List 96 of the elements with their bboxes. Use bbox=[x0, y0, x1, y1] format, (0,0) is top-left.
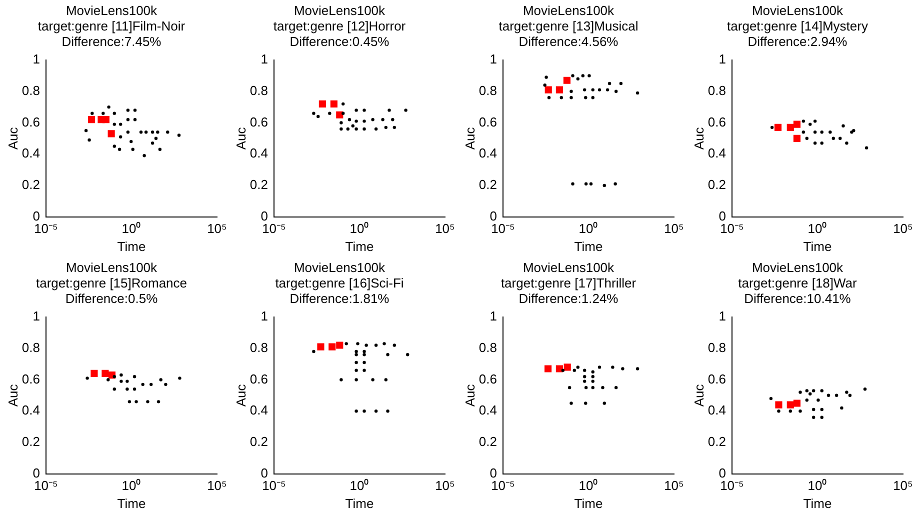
chart-title: MovieLens100k target:genre [15]Romance Difference:0.5% bbox=[36, 260, 188, 306]
y-tick-label: 0 bbox=[260, 208, 268, 224]
y-tick-label: 0.2 bbox=[22, 177, 40, 192]
y-axis-title: Auc bbox=[233, 126, 248, 150]
y-tick-label: 0.4 bbox=[708, 146, 726, 161]
chart-title: MovieLens100k target:genre [16]Sci-Fi Difference:1.81% bbox=[275, 260, 404, 306]
y-tick-label: 1 bbox=[260, 308, 268, 324]
y-tick-label: 0.6 bbox=[478, 371, 497, 386]
y-tick-label: 0.2 bbox=[250, 177, 268, 192]
y-axis-title: Auc bbox=[462, 126, 478, 150]
x-axis-title: Time bbox=[803, 238, 832, 254]
y-axis-title: Auc bbox=[5, 384, 20, 407]
y-tick-label: 0.2 bbox=[478, 434, 497, 450]
y-tick-label: 0.8 bbox=[22, 82, 40, 98]
x-tick-label: 10⁵ bbox=[207, 221, 227, 236]
y-tick-label: 0.6 bbox=[478, 114, 497, 130]
y-tick-label: 0.8 bbox=[708, 340, 726, 355]
x-tick-label: 10⁵ bbox=[664, 478, 684, 494]
y-tick-label: 0.8 bbox=[478, 340, 497, 355]
x-tick-label: 10⁻⁵ bbox=[720, 478, 744, 494]
y-tick-label: 1 bbox=[32, 308, 40, 324]
y-tick-label: 0.4 bbox=[708, 402, 726, 418]
y-axis-title: Auc bbox=[691, 126, 706, 150]
y-tick-label: 1 bbox=[260, 52, 268, 67]
x-tick-label: 10⁰ bbox=[350, 221, 370, 236]
x-tick-label: 10⁰ bbox=[122, 221, 142, 236]
x-tick-label: 10⁻⁵ bbox=[262, 221, 286, 236]
y-axis-title: Auc bbox=[5, 126, 20, 150]
x-tick-label: 10⁻⁵ bbox=[720, 221, 744, 236]
y-tick-label: 0.2 bbox=[22, 434, 40, 450]
x-tick-label: 10⁻⁵ bbox=[34, 221, 58, 236]
y-tick-label: 1 bbox=[32, 52, 40, 67]
y-tick-label: 0 bbox=[260, 465, 268, 480]
chart-title: MovieLens100k target:genre [13]Musical Difference:4.56% bbox=[498, 3, 638, 49]
y-tick-label: 0.8 bbox=[708, 82, 726, 98]
x-tick-label: 10⁻⁵ bbox=[262, 478, 286, 494]
x-tick-label: 10⁰ bbox=[578, 478, 598, 494]
y-tick-label: 1 bbox=[490, 308, 497, 324]
x-axis-title: Time bbox=[117, 496, 146, 511]
y-tick-label: 0 bbox=[32, 465, 40, 480]
x-tick-label: 10⁵ bbox=[893, 478, 913, 494]
x-tick-label: 10⁻⁵ bbox=[491, 478, 515, 494]
y-tick-label: 0 bbox=[490, 208, 497, 224]
x-tick-label: 10⁰ bbox=[350, 478, 370, 494]
x-tick-label: 10⁻⁵ bbox=[491, 221, 515, 236]
x-tick-label: 10⁵ bbox=[893, 221, 913, 236]
x-axis-title: Time bbox=[345, 496, 374, 511]
y-tick-label: 1 bbox=[490, 52, 497, 67]
x-tick-label: 10⁻⁵ bbox=[34, 478, 58, 494]
x-tick-label: 10⁰ bbox=[578, 221, 598, 236]
x-tick-label: 10⁰ bbox=[808, 221, 828, 236]
y-tick-label: 0.6 bbox=[250, 114, 268, 130]
y-tick-label: 0.4 bbox=[478, 402, 497, 418]
y-tick-label: 0.6 bbox=[22, 114, 40, 130]
y-tick-label: 0 bbox=[718, 465, 726, 480]
x-axis-title: Time bbox=[803, 496, 832, 511]
x-tick-label: 10⁵ bbox=[207, 478, 227, 494]
y-tick-label: 0.2 bbox=[250, 434, 268, 450]
y-tick-label: 0 bbox=[32, 208, 40, 224]
x-tick-label: 10⁵ bbox=[435, 221, 455, 236]
y-tick-label: 1 bbox=[718, 52, 726, 67]
chart-title: MovieLens100k target:genre [14]Mystery Difference:2.94% bbox=[727, 3, 868, 49]
x-tick-label: 10⁵ bbox=[664, 221, 684, 236]
y-tick-label: 0.4 bbox=[22, 146, 40, 161]
y-tick-label: 0.6 bbox=[708, 114, 726, 130]
x-axis-title: Time bbox=[574, 496, 603, 511]
y-tick-label: 0.8 bbox=[250, 340, 268, 355]
chart-title: MovieLens100k target:genre [18]War Difference:10.41% bbox=[738, 260, 858, 306]
x-axis-title: Time bbox=[117, 238, 146, 254]
y-tick-label: 0.2 bbox=[478, 177, 497, 192]
y-tick-label: 0.6 bbox=[250, 371, 268, 386]
y-tick-label: 0.6 bbox=[708, 371, 726, 386]
y-tick-label: 0.4 bbox=[478, 146, 497, 161]
chart-title: MovieLens100k target:genre [12]Horror Difference:0.45% bbox=[273, 3, 406, 49]
x-axis-title: Time bbox=[345, 238, 374, 254]
y-tick-label: 0.8 bbox=[250, 82, 268, 98]
y-axis-title: Auc bbox=[691, 384, 706, 407]
y-tick-label: 0.4 bbox=[250, 146, 268, 161]
x-tick-label: 10⁰ bbox=[808, 478, 828, 494]
y-axis-title: Auc bbox=[462, 384, 478, 407]
y-tick-label: 0.8 bbox=[478, 82, 497, 98]
y-tick-label: 0.4 bbox=[250, 402, 268, 418]
chart-title: MovieLens100k target:genre [11]Film-Noir Difference:7.45% bbox=[38, 3, 186, 49]
x-tick-label: 10⁵ bbox=[435, 478, 455, 494]
y-tick-label: 0.4 bbox=[22, 402, 40, 418]
y-tick-label: 0.8 bbox=[22, 340, 40, 355]
y-tick-label: 0 bbox=[718, 208, 726, 224]
y-tick-label: 0.2 bbox=[708, 177, 726, 192]
x-axis-title: Time bbox=[574, 238, 603, 254]
x-tick-label: 10⁰ bbox=[122, 478, 142, 494]
chart-title: MovieLens100k target:genre [17]Thriller Difference:1.24% bbox=[500, 260, 637, 306]
y-tick-label: 0 bbox=[490, 465, 497, 480]
y-tick-label: 0.2 bbox=[708, 434, 726, 450]
y-tick-label: 0.6 bbox=[22, 371, 40, 386]
y-axis-title: Auc bbox=[233, 384, 248, 407]
y-tick-label: 1 bbox=[718, 308, 726, 324]
